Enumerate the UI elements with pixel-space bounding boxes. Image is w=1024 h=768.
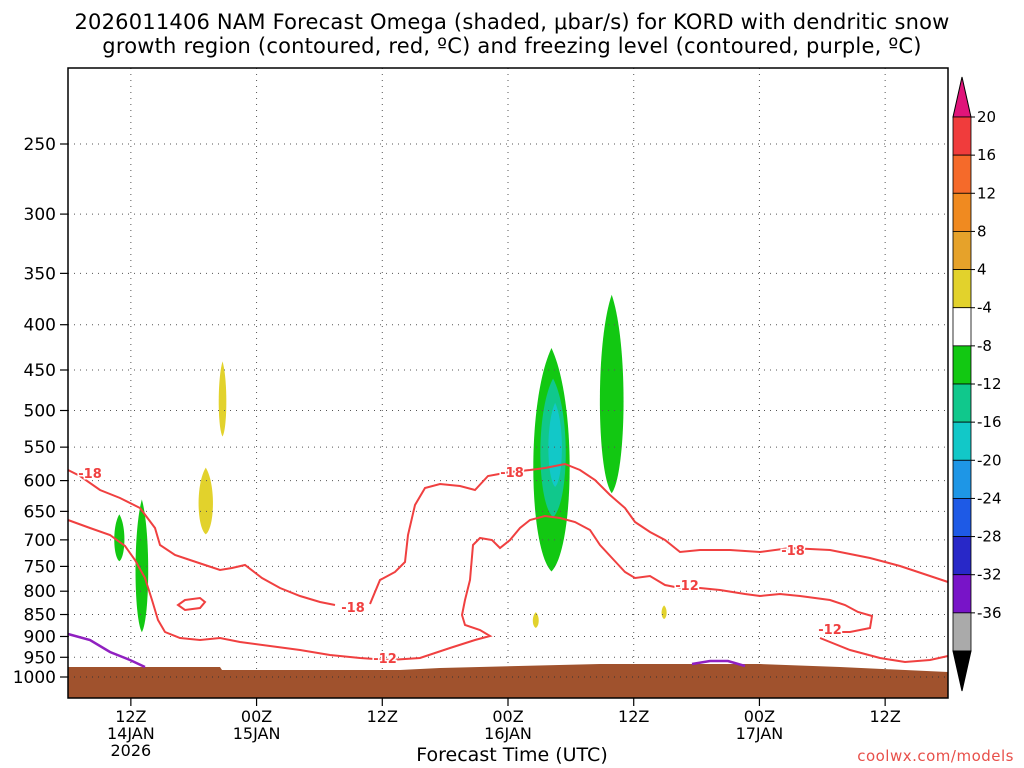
x-tick-label-84-0: 12Z [869,707,900,726]
x-tick-label-36-0: 12Z [367,707,398,726]
colorbar-label-4: 8 [977,222,987,240]
y-tick-label-400: 400 [24,316,56,336]
y-tick-label-700: 700 [24,531,56,551]
colorbar-label-2: 16 [977,146,996,164]
x-tick-label-72-1: 17JAN [736,724,784,743]
x-tick-label-60-0: 12Z [618,707,649,726]
omega-blob-10 [661,605,667,620]
colorbar-label-12: -28 [977,528,1002,546]
y-tick-label-250: 250 [24,135,56,155]
plot-border [67,67,949,699]
colorbar-label-1: 20 [977,108,996,126]
omega-blob-8 [599,294,624,494]
x-tick-label-72-0: 00Z [744,707,775,726]
colorbar-segment-4 [952,231,972,270]
omega-blob-9 [532,612,539,628]
y-tick-label-900: 900 [24,627,56,647]
x-tick-label-12-0: 12Z [115,707,146,726]
dgz-contour-label-4: -18 [781,544,805,559]
y-tick-label-850: 850 [24,606,56,626]
dgz-contour-label-2: -18 [500,466,524,481]
colorbar-segment-2 [952,154,972,194]
colorbar-label-11: -24 [977,489,1002,507]
gridlines-layer [68,68,948,698]
colorbar-segment-13 [952,574,972,614]
colorbar-segment-1 [952,116,972,156]
credit-link[interactable]: coolwx.com/models [857,747,1014,765]
omega-shading-layer [114,294,667,633]
y-tick-label-750: 750 [24,557,56,577]
x-tick-label-48-1: 16JAN [484,724,532,743]
y-tick-label-500: 500 [24,402,56,422]
colorbar-label-6: -4 [977,299,992,317]
colorbar-segment-8 [952,383,972,423]
plot-frame-layer [67,67,949,699]
colorbar: 20 16 12 8 4 -4 -8 -12 -16 -20 -24 -28 -32 -36 [952,76,1002,692]
y-tick-label-600: 600 [24,472,56,492]
x-tick-label-48-0: 00Z [492,707,523,726]
colorbar-label-5: 4 [977,261,987,279]
colorbar-label-8: -12 [977,375,1002,393]
dgz-contour-2 [67,514,874,662]
omega-blob-1 [218,361,227,437]
colorbar-segment-3 [952,192,972,232]
colorbar-label-14: -36 [977,604,1002,622]
chart-title-line2: growth region (contoured, red, ºC) and f… [102,34,922,58]
colorbar-label-3: 12 [977,184,996,202]
freezing-level-contour-1 [67,632,146,669]
dgz-contour-label-1: -18 [78,467,102,482]
dgz-contour-1 [67,469,336,606]
dgz-contour-label-3: -18 [341,601,365,616]
ground-surface [68,664,948,698]
y-tick-label-650: 650 [24,502,56,522]
ground-terrain-layer [68,664,948,698]
y-tick-label-800: 800 [24,582,56,602]
y-tick-label-950: 950 [24,648,56,668]
y-tick-label-450: 450 [24,361,56,381]
colorbar-segment-10 [952,459,972,499]
dgz-contour-4 [176,596,207,612]
dgz-contour-label-5: -12 [373,652,397,667]
colorbar-label-7: -8 [977,337,992,355]
colorbar-top-arrow [952,76,972,118]
colorbar-segment-7 [952,345,972,385]
colorbar-label-9: -16 [977,413,1002,431]
dgz-contour-3 [369,462,949,605]
omega-blob-2 [198,467,213,535]
x-tick-label-12-1: 14JAN [107,724,155,743]
x-tick-label-24-0: 00Z [241,707,272,726]
y-tick-label-350: 350 [24,264,56,284]
contours-layer: -18 -18 -18 -18 -12 -12 -12 [67,462,949,669]
colorbar-label-10: -20 [977,451,1002,469]
omega-blob-4 [135,499,149,633]
y-tick-label-1000: 1000 [13,668,56,688]
colorbar-label-13: -32 [977,566,1002,584]
dgz-contour-5 [819,637,949,664]
x-tick-label-24-1: 15JAN [233,724,281,743]
dgz-contour-label-7: -12 [818,623,842,638]
colorbar-segment-11 [952,498,972,537]
y-tick-label-300: 300 [24,205,56,225]
colorbar-segment-5 [952,269,972,309]
omega-blob-3 [114,514,125,562]
dgz-contour-label-6: -12 [675,579,699,594]
x-tick-label-12-2: 2026 [110,741,151,760]
y-tick-label-550: 550 [24,438,56,458]
colorbar-segment-9 [952,421,972,461]
colorbar-segment-6 [952,307,972,347]
x-axis-label: Forecast Time (UTC) [416,744,608,766]
colorbar-segment-12 [952,536,972,576]
freezing-level-contour-2 [691,659,746,668]
y-axis-ticks: 2503003504004505005506006507007508008509… [13,135,68,688]
chart-title-line1: 2026011406 NAM Forecast Omega (shaded, μ… [74,10,950,34]
colorbar-bottom-arrow [952,650,972,692]
colorbar-segment-14 [952,612,972,652]
